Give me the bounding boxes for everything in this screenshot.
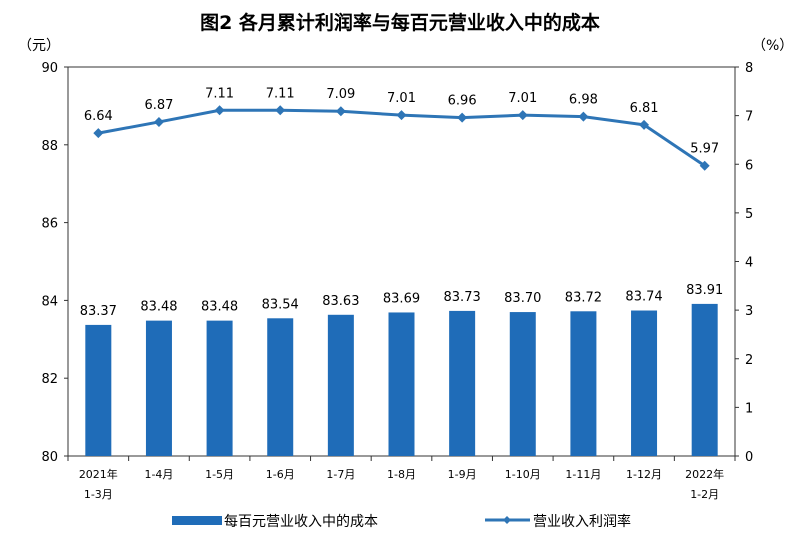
line-marker [275,105,286,116]
x-tick-label: 1-10月 [505,468,541,481]
line-data-label: 6.64 [84,109,113,124]
left-tick-label: 82 [41,372,58,387]
left-tick-label: 88 [41,139,58,154]
bar-data-label: 83.72 [565,290,602,305]
left-tick-label: 80 [41,450,58,465]
x-tick-label: 1-12月 [626,468,662,481]
line-marker [153,116,164,127]
line-data-label: 7.01 [387,91,416,106]
legend-line-marker [503,516,511,524]
legend-line-label: 营业收入利润率 [533,513,631,530]
right-tick-label: 3 [745,304,753,319]
right-tick-label: 5 [745,207,753,222]
bar [631,310,658,456]
bar [206,320,233,456]
x-tick-label: 1-9月 [448,468,477,481]
bar [85,324,112,456]
line-data-label: 5.97 [690,142,719,157]
chart-title: 图2 各月累计利润率与每百元营业收入中的成本 [200,12,600,34]
x-tick-label: 2021年 [79,467,118,481]
left-tick-label: 86 [41,217,58,232]
legend-bar-label: 每百元营业收入中的成本 [224,514,378,530]
line-data-label: 7.11 [205,86,234,101]
bar-data-label: 83.69 [383,291,420,306]
line-marker [639,119,650,130]
x-tick-label: 1-2月 [690,488,719,501]
line-marker [335,106,346,117]
right-tick-label: 0 [745,450,753,465]
legend-bar-swatch [172,516,222,525]
bar-data-label: 83.73 [444,290,481,305]
x-tick-label: 1-3月 [84,488,113,501]
line-data-label: 6.98 [569,93,598,108]
x-tick-label: 1-4月 [144,468,173,481]
bar [691,303,718,456]
left-tick-label: 84 [41,294,58,309]
right-tick-label: 4 [745,256,753,271]
bar [509,312,536,456]
line-data-label: 7.11 [266,86,295,101]
bar-data-label: 83.70 [504,291,541,306]
line-marker [396,110,407,121]
line-data-label: 6.96 [448,94,477,109]
line-data-label: 7.01 [508,91,537,106]
bar-data-label: 83.63 [322,294,359,309]
line-marker [457,112,468,123]
line-marker [517,110,528,121]
x-tick-label: 1-7月 [326,468,355,481]
right-tick-label: 8 [745,61,753,76]
line-data-label: 6.87 [144,98,173,113]
line-marker [214,105,225,116]
bar-data-label: 83.37 [80,304,117,319]
bar-data-label: 83.91 [686,283,723,298]
line-marker [578,111,589,122]
bar [388,312,415,456]
bar-data-label: 83.54 [262,297,299,312]
x-tick-label: 2022年 [685,467,724,481]
right-tick-label: 2 [745,353,753,368]
left-axis-unit: （元） [18,38,60,54]
right-tick-label: 7 [745,110,753,125]
bar-data-label: 83.74 [625,290,662,305]
x-tick-label: 1-5月 [205,468,234,481]
bar-data-label: 83.48 [201,300,238,315]
bar-data-label: 83.48 [140,300,177,315]
right-axis-unit: （%） [752,38,793,54]
line-data-label: 6.81 [630,101,659,116]
bar [449,310,476,456]
right-tick-label: 6 [745,158,753,173]
line-marker [93,128,104,139]
bar [145,320,172,456]
bar [570,311,597,456]
left-tick-label: 90 [41,61,58,76]
right-tick-label: 1 [745,401,753,416]
x-tick-label: 1-11月 [565,468,601,481]
x-tick-label: 1-8月 [387,468,416,481]
bar [327,314,354,456]
x-tick-label: 1-6月 [266,468,295,481]
line-marker [699,160,710,171]
bar [267,318,294,456]
line-data-label: 7.09 [326,87,355,102]
